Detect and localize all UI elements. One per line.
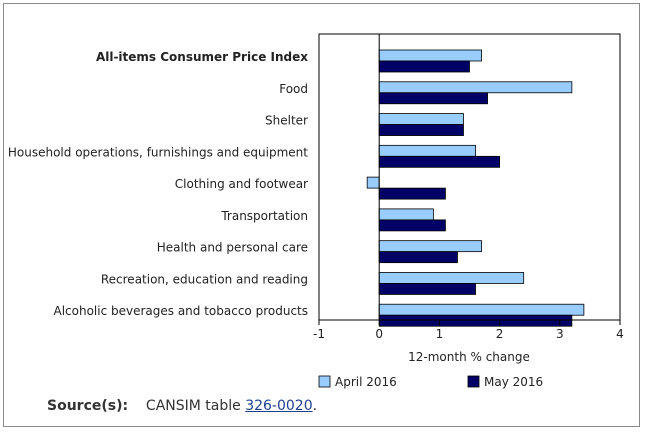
legend-label: April 2016 — [335, 375, 397, 389]
category-label: Transportation — [220, 209, 308, 223]
category-label: Shelter — [265, 114, 308, 128]
bar-may-2016 — [378, 219, 446, 232]
bar-april-2016 — [378, 49, 482, 62]
bar-may-2016 — [378, 92, 488, 105]
x-axis-title: 12-month % change — [408, 350, 530, 364]
bar-april-2016 — [366, 176, 380, 189]
bar-may-2016 — [378, 60, 470, 73]
x-tick-label: -1 — [313, 327, 325, 341]
chart-frame — [3, 3, 640, 427]
legend-label: May 2016 — [484, 375, 543, 389]
source-prefix: CANSIM table — [145, 398, 246, 414]
bars — [366, 49, 585, 327]
plot-area-border — [318, 33, 621, 321]
source-label: Source(s): — [47, 398, 129, 414]
bar-april-2016 — [378, 144, 476, 157]
bar-may-2016 — [378, 251, 458, 264]
cansim-table-link[interactable]: 326-0020 — [245, 398, 313, 414]
source-note: Source(s): CANSIM table 326-0020. — [47, 398, 317, 414]
bar-may-2016 — [378, 187, 446, 200]
category-label: All-items Consumer Price Index — [96, 50, 308, 64]
category-label: Food — [279, 82, 308, 96]
category-label: Recreation, education and reading — [101, 272, 308, 286]
x-tick-label: 4 — [616, 327, 624, 341]
bar-april-2016 — [378, 208, 434, 221]
bar-april-2016 — [378, 113, 464, 125]
bar-may-2016 — [378, 283, 476, 295]
bar-april-2016 — [378, 240, 482, 253]
source-suffix: . — [312, 398, 318, 414]
bar-april-2016 — [378, 81, 573, 94]
x-tick-label: 1 — [436, 327, 444, 341]
category-label: Household operations, furnishings and eq… — [8, 145, 308, 159]
category-label: Clothing and footwear — [175, 177, 308, 191]
bar-may-2016 — [378, 155, 501, 168]
x-tick-labels: -1 0 1 2 3 4 — [313, 320, 624, 341]
category-label: Alcoholic beverages and tobacco products — [53, 304, 308, 318]
bar-may-2016 — [378, 314, 573, 327]
bar-may-2016 — [378, 124, 464, 136]
bar-april-2016 — [378, 303, 585, 316]
category-labels: All-items Consumer Price Index Food Shelte… — [8, 50, 308, 318]
legend-swatch — [318, 375, 331, 388]
legend-swatch — [467, 375, 480, 388]
axes — [318, 33, 621, 321]
bar-april-2016 — [378, 272, 525, 284]
legend: April 2016 May 2016 — [318, 375, 543, 389]
x-tick-label: 0 — [375, 327, 383, 341]
x-tick-label: 3 — [556, 327, 564, 341]
x-tick-label: 2 — [496, 327, 504, 341]
category-label: Health and personal care — [157, 241, 308, 255]
